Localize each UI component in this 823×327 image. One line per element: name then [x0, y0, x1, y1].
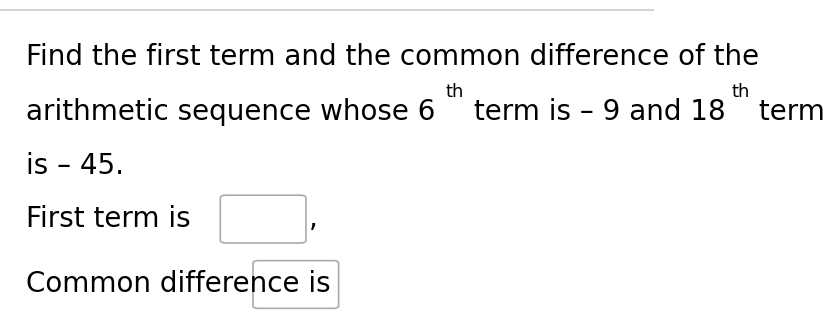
Text: arithmetic sequence whose 6: arithmetic sequence whose 6: [26, 98, 435, 126]
Text: ,: ,: [309, 205, 318, 233]
Text: is – 45.: is – 45.: [26, 152, 124, 180]
Text: term: term: [751, 98, 823, 126]
Text: First term is: First term is: [26, 205, 191, 233]
Text: term is – 9 and 18: term is – 9 and 18: [464, 98, 725, 126]
Text: Common difference is: Common difference is: [26, 270, 331, 299]
FancyBboxPatch shape: [253, 261, 338, 308]
Text: th: th: [732, 83, 750, 101]
Text: th: th: [446, 83, 464, 101]
FancyBboxPatch shape: [221, 195, 306, 243]
Text: Find the first term and the common difference of the: Find the first term and the common diffe…: [26, 43, 760, 71]
